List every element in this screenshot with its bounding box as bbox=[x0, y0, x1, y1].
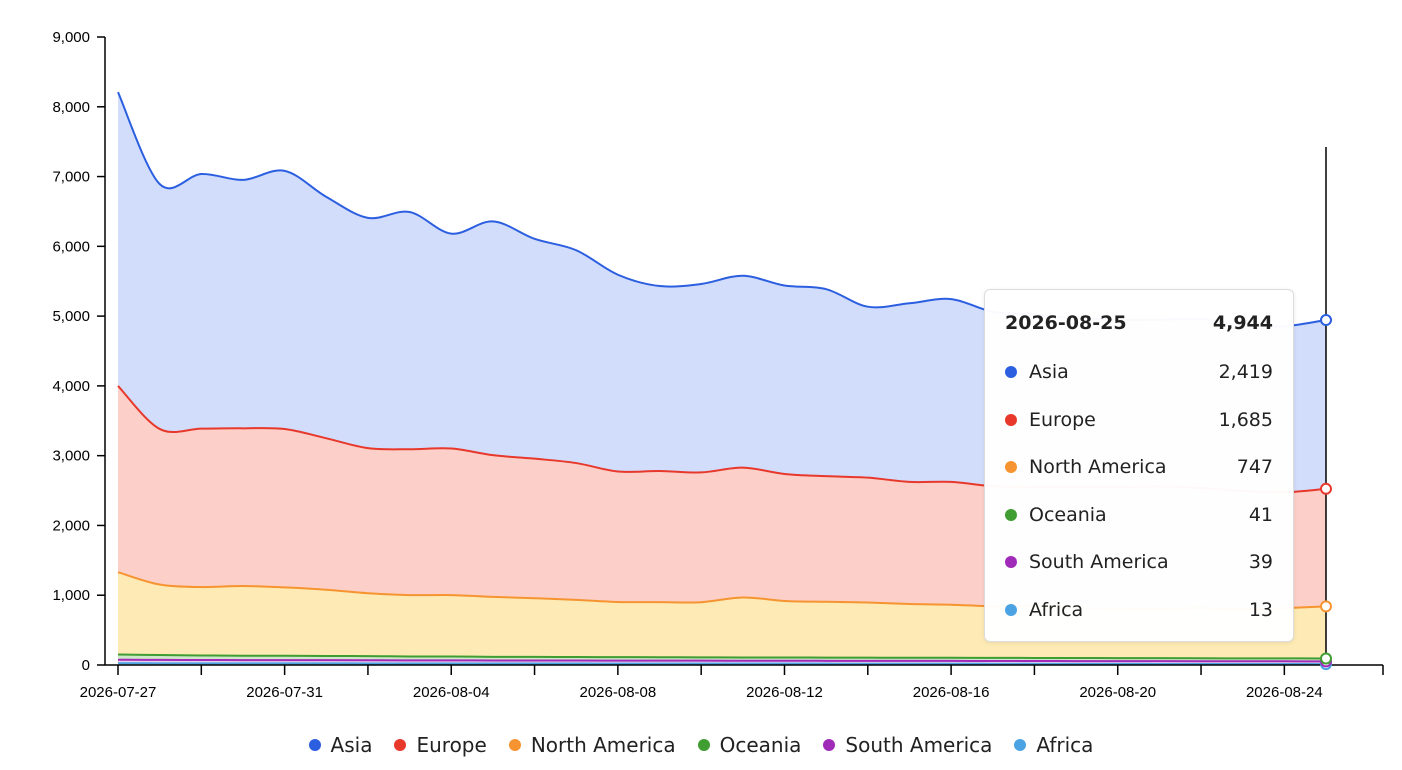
y-tick-label: 0 bbox=[82, 657, 90, 674]
legend-dot-africa bbox=[1014, 739, 1027, 751]
tooltip-series-value: 2,419 bbox=[1218, 361, 1273, 383]
legend-dot-north-america bbox=[508, 739, 521, 751]
x-tick-label: 2026-08-20 bbox=[1079, 684, 1156, 701]
x-tick-label: 2026-08-16 bbox=[913, 684, 990, 701]
tooltip-dot-asia bbox=[1005, 366, 1017, 378]
x-tick-label: 2026-07-31 bbox=[246, 684, 323, 701]
legend-dot-south-america bbox=[823, 739, 836, 751]
legend-label: Africa bbox=[1036, 733, 1094, 757]
tooltip-row-oceania: Oceania 41 bbox=[1005, 503, 1273, 527]
tooltip-dot-africa bbox=[1005, 603, 1017, 616]
hover-marker-north-america bbox=[1320, 600, 1332, 613]
legend-item-europe[interactable]: Europe bbox=[394, 733, 487, 757]
axes: 0 1,000 2,000 3,000 4,000 5,000 6,000 7,000 8,00… bbox=[52, 29, 1384, 701]
legend: Asia Europe North America Oceania South Amer… bbox=[0, 731, 1402, 759]
tooltip-dot-oceania bbox=[1005, 508, 1017, 521]
legend-item-africa[interactable]: Africa bbox=[1014, 733, 1093, 757]
tooltip-series-name: Asia bbox=[1029, 361, 1069, 383]
y-tick-label: 8,000 bbox=[52, 99, 90, 116]
hover-marker-oceania bbox=[1320, 652, 1332, 665]
tooltip-header: 2026-08-25 4,944 bbox=[1005, 312, 1273, 334]
legend-label: South America bbox=[845, 733, 993, 757]
x-tick-label: 2026-07-27 bbox=[80, 684, 157, 701]
tooltip-series-name: Europe bbox=[1029, 408, 1096, 431]
legend-label: Europe bbox=[416, 733, 487, 757]
y-tick-label: 2,000 bbox=[52, 517, 90, 534]
tooltip-series-name: North America bbox=[1029, 456, 1167, 478]
legend-label: Oceania bbox=[719, 733, 802, 757]
tooltip-series-value: 1,685 bbox=[1218, 408, 1273, 431]
y-tick-label: 3,000 bbox=[52, 448, 90, 465]
tooltip-series-name: Oceania bbox=[1029, 503, 1107, 526]
tooltip-series-name: South America bbox=[1029, 551, 1169, 573]
tooltip-series-name: Africa bbox=[1029, 598, 1084, 621]
tooltip-series-value: 747 bbox=[1236, 456, 1273, 478]
y-tick-label: 9,000 bbox=[52, 29, 90, 46]
tooltip-row-north-america: North America 747 bbox=[1005, 455, 1273, 479]
tooltip-dot-south-america bbox=[1005, 556, 1017, 568]
y-tick-label: 6,000 bbox=[52, 238, 90, 255]
x-tick-label: 2026-08-12 bbox=[746, 684, 823, 701]
legend-item-asia[interactable]: Asia bbox=[308, 733, 373, 757]
tooltip-total: 4,944 bbox=[1212, 312, 1273, 334]
hover-layer bbox=[1320, 147, 1332, 671]
tooltip: 2026-08-25 4,944 Asia 2,419 Europe 1,685 Nor… bbox=[984, 289, 1294, 642]
legend-dot-europe bbox=[394, 739, 407, 751]
x-tick-label: 2026-08-08 bbox=[579, 684, 656, 701]
legend-item-oceania[interactable]: Oceania bbox=[697, 733, 802, 757]
line-oceania bbox=[117, 653, 1327, 660]
legend-item-south-america[interactable]: South America bbox=[823, 733, 992, 757]
legend-label: North America bbox=[530, 733, 676, 757]
tooltip-series-value: 41 bbox=[1248, 503, 1273, 526]
tooltip-row-south-america: South America 39 bbox=[1005, 550, 1273, 574]
x-tick-label: 2026-08-04 bbox=[413, 684, 490, 701]
tooltip-series-value: 39 bbox=[1248, 551, 1273, 573]
tooltip-row-africa: Africa 13 bbox=[1005, 598, 1273, 622]
tooltip-series-value: 13 bbox=[1248, 598, 1273, 621]
line-south-america bbox=[117, 658, 1327, 663]
hover-marker-asia bbox=[1320, 314, 1332, 327]
x-tick-label: 2026-08-24 bbox=[1246, 684, 1323, 701]
y-tick-label: 1,000 bbox=[52, 587, 90, 604]
tooltip-date: 2026-08-25 bbox=[1005, 312, 1127, 334]
legend-item-north-america[interactable]: North America bbox=[508, 733, 676, 757]
legend-dot-oceania bbox=[697, 739, 710, 751]
hover-marker-europe bbox=[1320, 482, 1332, 495]
tooltip-row-europe: Europe 1,685 bbox=[1005, 408, 1273, 432]
tooltip-dot-north-america bbox=[1005, 461, 1017, 473]
y-tick-label: 5,000 bbox=[52, 308, 90, 325]
tooltip-dot-europe bbox=[1005, 413, 1017, 426]
legend-dot-asia bbox=[308, 739, 321, 751]
y-tick-label: 4,000 bbox=[52, 378, 90, 395]
tooltip-row-asia: Asia 2,419 bbox=[1005, 360, 1273, 384]
line-africa bbox=[117, 662, 1327, 666]
legend-label: Asia bbox=[330, 733, 373, 757]
y-tick-label: 7,000 bbox=[52, 169, 90, 186]
